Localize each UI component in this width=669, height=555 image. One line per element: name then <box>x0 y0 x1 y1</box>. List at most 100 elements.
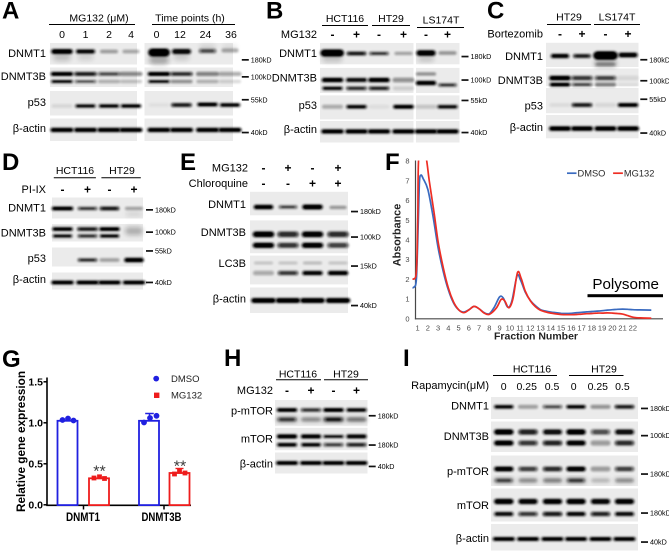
svg-text:180kD: 180kD <box>650 404 669 413</box>
svg-text:DNMT3B: DNMT3B <box>142 512 182 524</box>
svg-text:3: 3 <box>405 255 409 264</box>
svg-text:100kD: 100kD <box>360 233 381 242</box>
svg-text:40kD: 40kD <box>649 129 666 138</box>
svg-text:0.5: 0.5 <box>615 381 630 393</box>
svg-text:100kD: 100kD <box>649 76 669 85</box>
svg-text:-: - <box>331 28 335 42</box>
svg-text:7: 7 <box>477 324 481 333</box>
svg-text:180kD: 180kD <box>471 52 492 61</box>
svg-text:-: - <box>311 161 315 175</box>
svg-text:mTOR: mTOR <box>241 434 273 446</box>
svg-text:9: 9 <box>498 324 502 333</box>
svg-text:HCT116: HCT116 <box>513 364 551 376</box>
svg-text:A: A <box>2 0 19 25</box>
svg-text:0.25: 0.25 <box>588 381 609 393</box>
svg-text:180kD: 180kD <box>155 205 176 214</box>
svg-text:DNMT3B: DNMT3B <box>201 227 246 239</box>
svg-text:6: 6 <box>467 324 471 333</box>
svg-text:55kD: 55kD <box>155 247 172 256</box>
svg-text:D: D <box>2 149 19 176</box>
svg-text:180kD: 180kD <box>378 411 399 420</box>
svg-text:+: + <box>444 28 451 42</box>
svg-text:β-actin: β-actin <box>240 459 273 471</box>
svg-text:4: 4 <box>446 324 450 333</box>
svg-text:+: + <box>400 28 407 42</box>
svg-text:**: ** <box>93 464 105 481</box>
svg-text:-: - <box>424 28 428 42</box>
svg-text:1.5: 1.5 <box>28 377 43 389</box>
svg-text:Bortezomib: Bortezomib <box>487 29 543 41</box>
svg-text:H: H <box>224 345 241 372</box>
svg-text:+: + <box>130 183 137 197</box>
svg-text:180kD: 180kD <box>378 441 399 450</box>
svg-text:0: 0 <box>571 381 577 393</box>
svg-text:HT29: HT29 <box>556 12 582 24</box>
svg-text:+: + <box>334 161 341 175</box>
svg-text:F: F <box>385 149 400 176</box>
svg-text:LC3B: LC3B <box>218 258 246 270</box>
svg-text:-: - <box>285 384 289 398</box>
svg-text:Chloroquine: Chloroquine <box>189 178 248 190</box>
svg-text:17: 17 <box>577 324 585 333</box>
svg-text:HCT116: HCT116 <box>279 369 317 381</box>
svg-text:DNMT3B: DNMT3B <box>444 431 489 443</box>
svg-text:DNMT1: DNMT1 <box>505 51 543 63</box>
svg-text:+: + <box>624 27 631 41</box>
svg-text:I: I <box>403 345 410 372</box>
svg-text:40kD: 40kD <box>378 462 395 471</box>
svg-text:DNMT3B: DNMT3B <box>272 73 317 85</box>
svg-text:16: 16 <box>567 324 575 333</box>
svg-text:0.5: 0.5 <box>28 459 43 471</box>
svg-text:DNMT3B: DNMT3B <box>498 75 543 87</box>
svg-text:0.0: 0.0 <box>28 500 43 512</box>
svg-text:-: - <box>262 161 266 175</box>
svg-text:HCT116: HCT116 <box>56 165 94 177</box>
svg-text:2: 2 <box>106 29 112 41</box>
svg-text:12: 12 <box>174 29 186 41</box>
svg-text:2: 2 <box>426 324 430 333</box>
svg-text:40kD: 40kD <box>251 128 268 137</box>
svg-text:55kD: 55kD <box>471 96 488 105</box>
svg-text:Time points (h): Time points (h) <box>155 13 225 25</box>
svg-text:+: + <box>307 384 314 398</box>
svg-text:0: 0 <box>59 29 65 41</box>
svg-text:1: 1 <box>405 295 409 304</box>
svg-text:180kD: 180kD <box>650 470 669 479</box>
svg-text:36: 36 <box>225 29 237 41</box>
svg-text:+: + <box>309 177 316 191</box>
svg-text:10: 10 <box>506 324 514 333</box>
svg-text:HT29: HT29 <box>333 369 359 381</box>
svg-text:+: + <box>353 28 360 42</box>
svg-text:MG132: MG132 <box>281 29 317 41</box>
svg-text:5: 5 <box>457 324 461 333</box>
svg-text:12: 12 <box>526 324 534 333</box>
svg-text:DNMT1: DNMT1 <box>8 203 46 215</box>
svg-text:PI-IX: PI-IX <box>22 184 47 196</box>
svg-text:-: - <box>108 183 112 197</box>
svg-text:HT29: HT29 <box>591 364 617 376</box>
svg-text:40kD: 40kD <box>471 128 488 137</box>
svg-text:+: + <box>284 161 291 175</box>
svg-text:18: 18 <box>588 324 596 333</box>
svg-text:3: 3 <box>436 324 440 333</box>
svg-text:β-actin: β-actin <box>456 533 489 545</box>
svg-text:0: 0 <box>154 29 160 41</box>
svg-text:100kD: 100kD <box>471 76 492 85</box>
svg-text:C: C <box>487 0 504 25</box>
svg-text:β-actin: β-actin <box>13 274 46 286</box>
svg-text:DNMT1: DNMT1 <box>8 48 46 60</box>
svg-text:0.5: 0.5 <box>545 381 560 393</box>
svg-text:E: E <box>180 149 196 176</box>
svg-text:+: + <box>334 177 341 191</box>
svg-text:Polysome: Polysome <box>592 276 659 293</box>
svg-text:11: 11 <box>516 324 524 333</box>
svg-text:LS174T: LS174T <box>599 12 636 24</box>
svg-text:MG132: MG132 <box>212 163 248 175</box>
svg-text:-: - <box>604 27 608 41</box>
svg-text:22: 22 <box>629 324 637 333</box>
svg-text:-: - <box>286 177 290 191</box>
svg-text:24: 24 <box>200 29 212 41</box>
svg-text:mTOR: mTOR <box>457 500 489 512</box>
svg-text:100kD: 100kD <box>650 431 669 440</box>
svg-text:MG132: MG132 <box>237 385 273 397</box>
